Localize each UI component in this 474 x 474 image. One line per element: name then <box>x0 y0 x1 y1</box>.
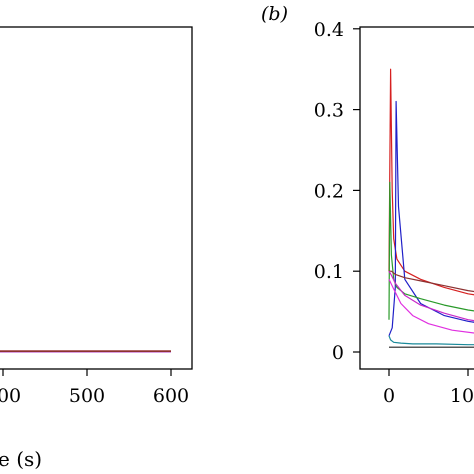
panel-b-y-tick-label: 0.1 <box>314 261 344 283</box>
panel-b-x-tick-label: 100 <box>450 385 474 407</box>
panel-a-frame <box>0 26 193 370</box>
panel-b-y-axis: 0 0.1 0.2 0.3 0.4 <box>314 19 360 364</box>
panel-b-y-tick-label: 0.4 <box>314 19 344 41</box>
panel-b-y-tick-label: 0.3 <box>314 100 344 122</box>
panel-b-label: (b) <box>261 3 288 25</box>
panel-b-series-line <box>388 335 474 346</box>
panel-a-x-axis: 00300400500600 <box>0 369 189 407</box>
panel-b-plot-area <box>388 68 474 348</box>
panel-b-y-tick-label: 0 <box>332 342 344 364</box>
panel-b-series-line <box>388 68 474 296</box>
panel-a-x-tick-label: 500 <box>69 385 105 407</box>
panel-b-y-tick-label: 0.2 <box>314 180 344 202</box>
panel-a-x-axis-title: e (s) <box>0 447 42 471</box>
panel-b-series-line <box>388 181 474 320</box>
panel-b-series-line <box>388 279 474 334</box>
panel-b-frame <box>359 26 474 370</box>
panel-a-x-tick-label: 600 <box>153 385 189 407</box>
panel-b-series-line <box>389 270 474 293</box>
panel-b-x-tick-label: 0 <box>383 385 395 407</box>
panel-b-series-line <box>388 100 474 337</box>
panel-a-x-tick-label: 400 <box>0 385 21 407</box>
panel-b-x-axis: 0 100 <box>383 369 474 407</box>
panel-b-series-line <box>388 270 474 322</box>
